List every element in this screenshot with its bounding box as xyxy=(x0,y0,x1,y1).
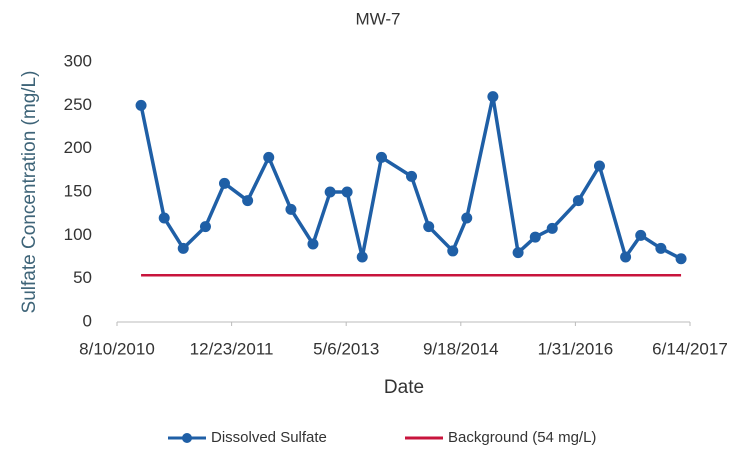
x-tick-label: 5/6/2013 xyxy=(313,339,379,358)
data-point xyxy=(512,247,524,259)
y-tick-label: 150 xyxy=(64,181,92,200)
data-point xyxy=(635,229,647,241)
y-axis-label: Sulfate Concentration (mg/L) xyxy=(19,71,40,314)
legend-label: Background (54 mg/L) xyxy=(448,429,596,446)
y-tick-label: 300 xyxy=(64,51,92,70)
data-point xyxy=(177,242,189,254)
legend-marker xyxy=(182,433,192,443)
data-point xyxy=(593,160,605,172)
data-point xyxy=(461,212,473,224)
y-tick-label: 0 xyxy=(83,311,92,330)
data-point xyxy=(285,203,297,215)
data-point xyxy=(242,195,254,207)
data-point xyxy=(487,91,499,103)
data-point xyxy=(675,253,687,265)
x-axis-label: Date xyxy=(384,377,424,398)
data-point xyxy=(341,186,353,198)
data-point xyxy=(356,251,368,263)
y-tick-label: 250 xyxy=(64,95,92,114)
data-point xyxy=(546,222,558,234)
legend-label: Dissolved Sulfate xyxy=(211,429,327,446)
x-tick-label: 8/10/2010 xyxy=(79,339,155,358)
data-point xyxy=(135,99,147,111)
data-point xyxy=(375,151,387,163)
data-point xyxy=(447,245,459,257)
x-tick-label: 12/23/2011 xyxy=(190,339,274,358)
y-tick-label: 50 xyxy=(73,268,92,287)
data-point xyxy=(307,238,319,250)
data-point xyxy=(529,231,541,243)
x-tick-label: 1/31/2016 xyxy=(538,339,614,358)
data-point xyxy=(158,212,170,224)
data-point xyxy=(620,251,632,263)
y-tick-label: 100 xyxy=(64,225,92,244)
x-tick-label: 9/18/2014 xyxy=(423,339,499,358)
data-point xyxy=(324,186,336,198)
data-point xyxy=(655,242,667,254)
data-point xyxy=(199,221,211,233)
data-point xyxy=(218,177,230,189)
data-point xyxy=(263,151,275,163)
x-tick-label: 6/14/2017 xyxy=(652,339,728,358)
y-tick-label: 200 xyxy=(64,138,92,157)
data-point xyxy=(423,221,435,233)
data-point xyxy=(406,170,418,182)
data-point xyxy=(572,195,584,207)
chart-title: MW-7 xyxy=(355,9,400,28)
